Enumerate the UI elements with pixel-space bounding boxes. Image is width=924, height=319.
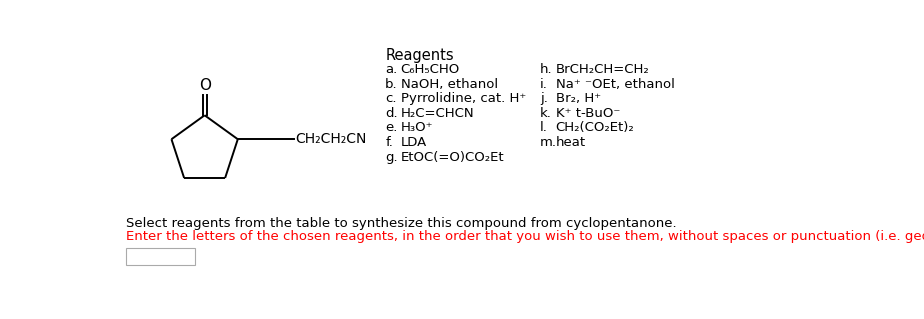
- Text: LDA: LDA: [401, 136, 427, 149]
- Text: h.: h.: [541, 63, 553, 76]
- Text: BrCH₂CH=CH₂: BrCH₂CH=CH₂: [555, 63, 650, 76]
- Text: CH₂CH₂CN: CH₂CH₂CN: [295, 132, 367, 146]
- Text: K⁺ t-BuO⁻: K⁺ t-BuO⁻: [555, 107, 620, 120]
- Text: Enter the letters of the chosen reagents, in the order that you wish to use them: Enter the letters of the chosen reagents…: [127, 230, 924, 243]
- Text: Br₂, H⁺: Br₂, H⁺: [555, 92, 601, 105]
- Text: Reagents: Reagents: [385, 48, 454, 63]
- Text: e.: e.: [385, 122, 397, 134]
- Text: d.: d.: [385, 107, 398, 120]
- Text: C₆H₅CHO: C₆H₅CHO: [401, 63, 460, 76]
- Text: m.: m.: [541, 136, 557, 149]
- Text: c.: c.: [385, 92, 396, 105]
- Text: heat: heat: [555, 136, 586, 149]
- Text: j.: j.: [541, 92, 548, 105]
- Text: CH₂(CO₂Et)₂: CH₂(CO₂Et)₂: [555, 122, 635, 134]
- Bar: [127, 248, 195, 265]
- Text: O: O: [199, 78, 211, 93]
- Text: H₃O⁺: H₃O⁺: [401, 122, 433, 134]
- Text: Pyrrolidine, cat. H⁺: Pyrrolidine, cat. H⁺: [401, 92, 526, 105]
- Text: b.: b.: [385, 78, 398, 91]
- Text: g.: g.: [385, 151, 398, 164]
- Text: a.: a.: [385, 63, 397, 76]
- Text: EtOC(=O)CO₂Et: EtOC(=O)CO₂Et: [401, 151, 505, 164]
- Text: l.: l.: [541, 122, 548, 134]
- Text: Select reagents from the table to synthesize this compound from cyclopentanone.: Select reagents from the table to synthe…: [127, 217, 677, 230]
- Text: f.: f.: [385, 136, 393, 149]
- Text: Na⁺ ⁻OEt, ethanol: Na⁺ ⁻OEt, ethanol: [555, 78, 675, 91]
- Text: H₂C=CHCN: H₂C=CHCN: [401, 107, 474, 120]
- Text: NaOH, ethanol: NaOH, ethanol: [401, 78, 498, 91]
- Text: i.: i.: [541, 78, 548, 91]
- Text: k.: k.: [541, 107, 552, 120]
